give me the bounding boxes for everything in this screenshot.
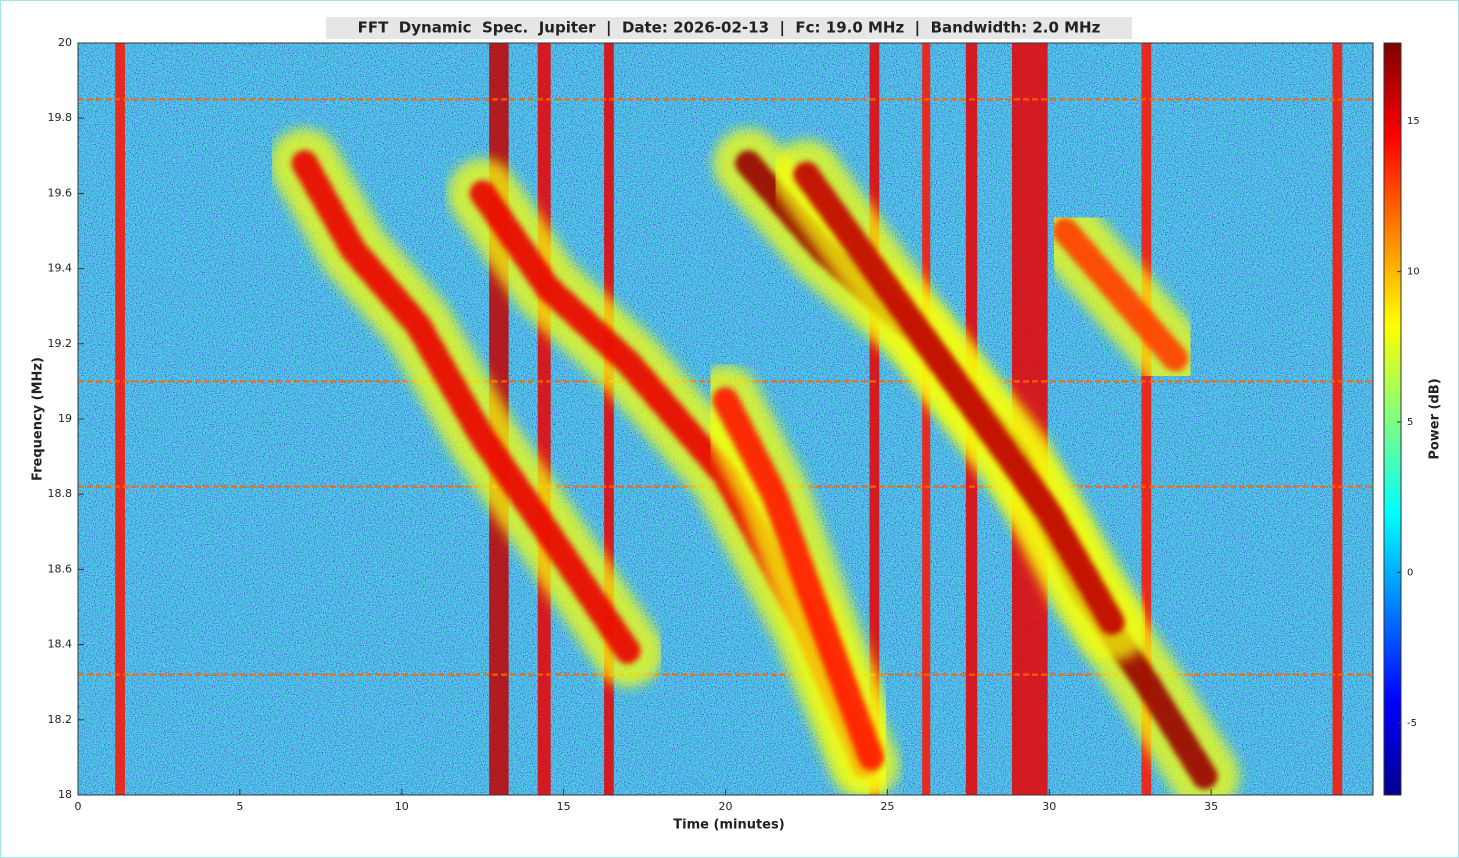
rfi-band [922,43,931,795]
x-tick-label: 0 [75,800,82,813]
title-box [326,17,1132,39]
x-tick-label: 10 [395,800,409,813]
x-tick-label: 15 [557,800,571,813]
burst [1052,218,1192,376]
x-tick-label: 20 [719,800,733,813]
y-tick-label: 19.4 [48,262,73,275]
colorbar-tick-label: 15 [1407,116,1420,127]
y-tick-label: 20 [58,36,72,49]
x-tick-label: 35 [1204,800,1218,813]
rfi-band [604,43,614,795]
burst [712,387,885,771]
y-tick-label: 19.2 [48,337,73,350]
y-axis-label: Frequency (MHz) [31,357,46,481]
y-tick-label: 18.2 [48,713,73,726]
y-tick-label: 18.8 [48,487,73,500]
y-tick-label: 19.8 [48,111,73,124]
x-tick-label: 5 [236,800,243,813]
plot-area [78,43,1373,795]
y-tick-label: 18.4 [48,638,73,651]
rfi-band [869,43,880,795]
y-tick-label: 19.6 [48,186,73,199]
x-axis-label: Time (minutes) [673,818,784,833]
colorbar-tick-label: -5 [1407,718,1417,729]
x-tick-label: 30 [1042,800,1056,813]
rfi-band [115,43,125,795]
burst [793,161,1127,639]
colorbar-tick-label: 10 [1407,267,1420,278]
x-tick-label: 25 [880,800,894,813]
burst [291,150,642,666]
rfi-band [537,43,551,795]
colorbar-tick-label: 0 [1407,567,1413,578]
colorbar [1383,42,1402,796]
rfi-band [1332,43,1343,795]
chart-title: FFT Dynamic Spec. Jupiter | Date: 2026-0… [358,19,1101,38]
y-tick-label: 18.6 [48,562,73,575]
rfi-band [1141,43,1152,795]
colorbar-label: Power (dB) [1428,378,1443,459]
y-tick-label: 19 [58,412,72,425]
colorbar-tick-label: 5 [1407,417,1413,428]
y-tick-label: 18 [58,788,72,801]
